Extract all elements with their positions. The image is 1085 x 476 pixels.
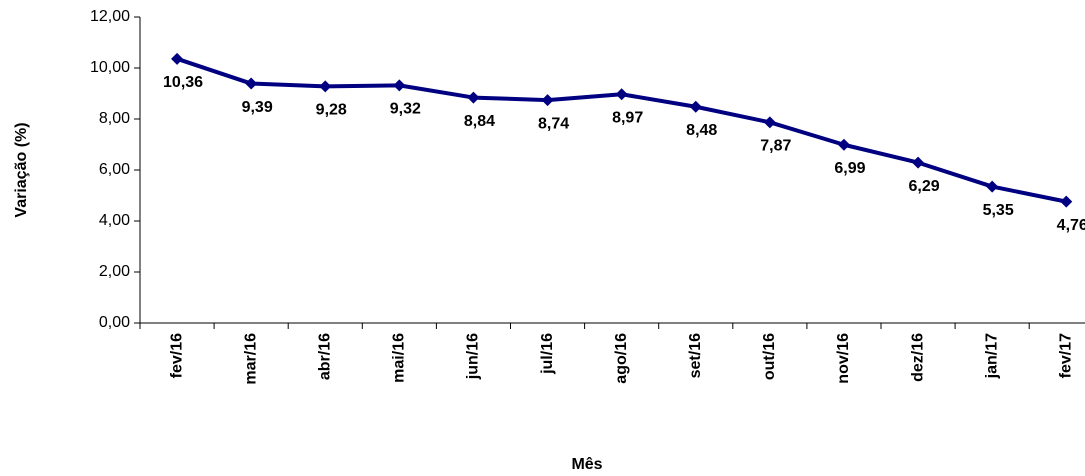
marker (171, 52, 184, 65)
x-tick-label: fev/17 (1057, 333, 1074, 378)
x-tick-label: jan/17 (983, 333, 1000, 379)
data-label: 9,28 (316, 102, 347, 119)
x-tick-label: jul/16 (539, 333, 556, 375)
x-tick-label: mar/16 (242, 333, 259, 385)
marker (986, 180, 999, 193)
y-tick-label: 8,00 (99, 110, 130, 127)
marker (245, 77, 258, 90)
x-tick-label: mai/16 (391, 333, 408, 383)
marker (689, 100, 702, 113)
marker (615, 88, 628, 101)
x-tick-label: fev/16 (168, 333, 185, 378)
x-axis-title: Mês (571, 456, 602, 473)
data-label: 8,84 (464, 113, 495, 130)
y-tick-label: 0,00 (99, 314, 130, 331)
y-axis-title: Variação (%) (13, 122, 30, 217)
marker (912, 156, 925, 169)
y-tick-label: 4,00 (99, 212, 130, 229)
data-label: 6,99 (834, 160, 865, 177)
y-tick-label: 10,00 (90, 59, 130, 76)
marker (393, 79, 406, 92)
data-label: 6,29 (908, 178, 939, 195)
marker (763, 116, 776, 129)
data-label: 7,87 (760, 138, 791, 155)
data-label: 4,76 (1057, 217, 1085, 234)
data-label: 8,97 (612, 109, 643, 126)
x-tick-label: abr/16 (316, 333, 333, 380)
data-label: 8,48 (686, 122, 717, 139)
y-tick-label: 12,00 (90, 8, 130, 25)
x-tick-label: out/16 (761, 333, 778, 380)
x-tick-label: dez/16 (909, 333, 926, 382)
marker (541, 94, 554, 107)
marker (1060, 195, 1073, 208)
x-tick-label: set/16 (687, 333, 704, 378)
data-label: 5,35 (983, 202, 1014, 219)
y-tick-label: 2,00 (99, 263, 130, 280)
marker (837, 138, 850, 151)
marker (319, 80, 332, 93)
data-label: 9,39 (242, 99, 273, 116)
x-tick-label: nov/16 (835, 333, 852, 384)
data-label: 10,36 (163, 74, 203, 91)
data-label: 9,32 (390, 101, 421, 118)
y-tick-label: 6,00 (99, 161, 130, 178)
marker (467, 91, 480, 104)
x-tick-label: ago/16 (613, 333, 630, 384)
data-label: 8,74 (538, 115, 569, 132)
x-tick-label: jun/16 (465, 333, 482, 380)
